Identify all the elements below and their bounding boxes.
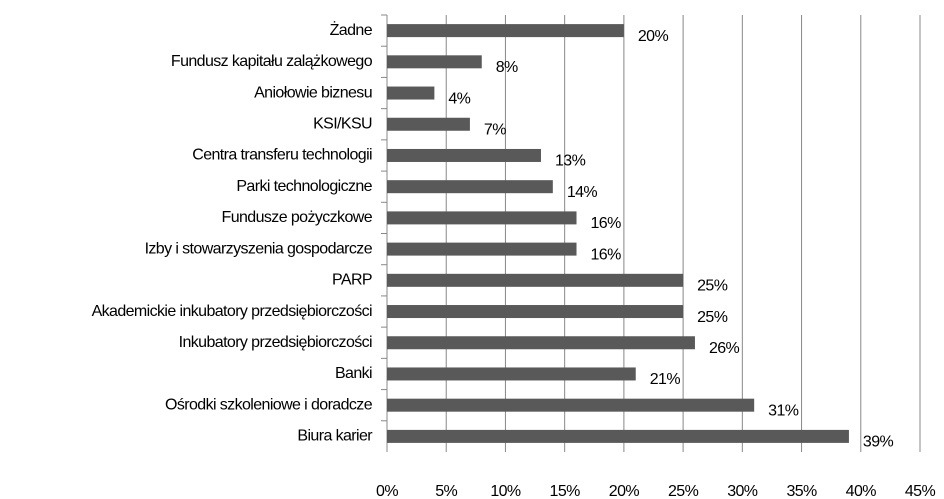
value-label: 25% — [697, 278, 728, 295]
y-tick-label: Ośrodki szkoleniowe i doradcze — [165, 396, 373, 413]
value-label: 25% — [697, 309, 728, 326]
x-tick-label: 15% — [550, 483, 581, 499]
bar — [387, 273, 684, 287]
bar — [387, 55, 482, 69]
x-tick-label: 35% — [786, 483, 817, 499]
x-tick-label: 0% — [376, 483, 398, 499]
y-tick-label: Centra transferu technologii — [192, 147, 372, 164]
y-tick-label: PARP — [332, 272, 372, 289]
value-label: 7% — [484, 121, 506, 138]
y-tick-label: Fundusz kapitału zalążkowego — [171, 53, 373, 70]
value-label: 16% — [591, 215, 622, 232]
value-label: 26% — [709, 340, 740, 357]
bar — [387, 86, 435, 100]
value-label: 4% — [448, 90, 470, 107]
x-tick-label: 5% — [435, 483, 457, 499]
value-label: 16% — [591, 246, 622, 263]
x-tick-label: 45% — [905, 483, 936, 499]
y-tick-label: Żadne — [330, 20, 373, 39]
value-label: 39% — [863, 434, 894, 451]
y-tick-label: Inkubatory przedsiębiorczości — [179, 334, 372, 351]
y-tick-label: Aniołowie biznesu — [254, 84, 372, 101]
x-tick-label: 20% — [609, 483, 640, 499]
x-tick-label: 30% — [727, 483, 758, 499]
value-label: 31% — [768, 402, 799, 419]
x-tick-label: 25% — [668, 483, 699, 499]
bar — [387, 336, 695, 350]
bar — [387, 148, 541, 162]
bar — [387, 305, 684, 319]
bar — [387, 24, 624, 38]
value-label: 20% — [638, 28, 669, 45]
y-tick-label: Parki technologiczne — [236, 178, 372, 195]
bar — [387, 211, 577, 225]
y-tick-label: Biura karier — [297, 428, 373, 445]
bar — [387, 242, 577, 256]
x-tick-label: 40% — [846, 483, 877, 499]
y-tick-label: Fundusze pożyczkowe — [222, 209, 373, 226]
y-tick-label: Akademickie inkubatory przedsiębiorczośc… — [92, 303, 372, 320]
y-tick-label: KSI/KSU — [313, 115, 372, 132]
value-label: 21% — [650, 371, 681, 388]
bar — [387, 398, 755, 412]
value-label: 8% — [496, 59, 518, 76]
value-label: 14% — [567, 184, 598, 201]
y-tick-label: Izby i stowarzyszenia gospodarcze — [145, 240, 373, 257]
bar — [387, 180, 553, 194]
y-tick-label: Banki — [335, 365, 372, 382]
value-label: 13% — [555, 153, 586, 170]
bar — [387, 117, 470, 131]
bar — [387, 429, 849, 443]
bar — [387, 367, 636, 381]
x-tick-label: 10% — [490, 483, 521, 499]
